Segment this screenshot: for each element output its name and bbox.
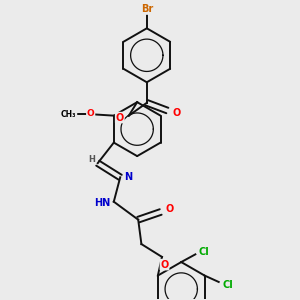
Text: O: O (87, 109, 94, 118)
Text: Cl: Cl (199, 247, 210, 257)
Text: CH₃: CH₃ (61, 110, 76, 119)
Text: N: N (124, 172, 133, 182)
Text: O: O (116, 112, 124, 123)
Text: O: O (160, 260, 169, 270)
Text: HN: HN (94, 198, 110, 208)
Text: Br: Br (141, 4, 153, 14)
Text: O: O (173, 108, 181, 118)
Text: H: H (88, 155, 95, 164)
Text: Cl: Cl (222, 280, 233, 290)
Text: O: O (166, 204, 174, 214)
